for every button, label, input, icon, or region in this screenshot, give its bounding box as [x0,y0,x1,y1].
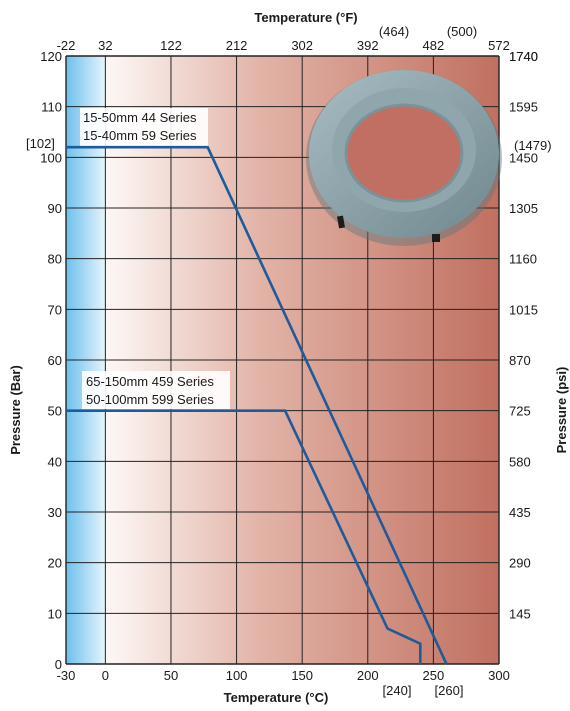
series-label-box-2 [82,371,230,409]
top-tick-label: -22 [57,38,76,53]
series-line-459-599 [66,409,422,664]
valve-seat-ring-photo [306,70,502,246]
series-label-44: 15-50mm 44 Series [83,110,197,125]
y-tick-label: 50 [48,404,62,419]
y-tick-label: 0 [55,657,62,672]
series-label-599: 50-100mm 599 Series [86,392,214,407]
right-tick-label: 1160 [509,252,537,267]
y-tick-label: 60 [48,353,62,368]
top-axis-title: Temperature (°F) [254,10,357,25]
right-tick-label: 435 [509,505,531,520]
x-tick-label: 50 [164,668,178,683]
annotation-f-500: (500) [447,24,477,39]
series-label-59: 15-40mm 59 Series [83,128,197,143]
right-tick-label: 290 [509,556,531,571]
x-tick-label: 100 [226,668,248,683]
right-tick-label: 1595 [509,100,538,115]
annotation-c-260: [260] [435,683,464,698]
y-axis-title: Pressure (Bar) [8,365,23,455]
annotation-f-464: (464) [379,24,409,39]
top-tick-label: 482 [423,38,445,53]
y-tick-label: 70 [48,302,62,317]
x-tick-label: 300 [488,668,510,683]
right-tick-label: 1740 [509,49,538,64]
annotation-psi-1479: (1479) [514,138,552,153]
y-tick-label: 90 [48,201,62,216]
top-tick-label: 302 [291,38,313,53]
x-tick-label: 200 [357,668,379,683]
y-tick-label: 30 [48,505,62,520]
right-tick-label: 1015 [509,302,538,317]
x-tick-label: -30 [57,668,76,683]
annotation-y-102: [102] [26,136,55,151]
y-tick-label: 80 [48,252,62,267]
right-tick-label: 870 [509,353,531,368]
top-tick-label: 212 [226,38,248,53]
series-label-box-1 [80,108,208,146]
x-tick-label: 150 [291,668,313,683]
y-tick-label: 120 [40,49,62,64]
right-tick-label: 1740 [509,49,538,64]
x-axis-title: Temperature (°C) [224,690,329,705]
series-line-44-59 [66,145,448,665]
x-tick-label: 250 [423,668,445,683]
top-tick-label: 122 [160,38,182,53]
top-tick-label: 32 [98,38,112,53]
y-tick-label: 10 [48,606,62,621]
right-tick-label: 725 [509,404,531,419]
y-tick-label: 110 [41,100,62,115]
annotation-c-240: [240] [383,683,412,698]
top-tick-label: 572 [488,38,510,53]
y-tick-label: 100 [40,150,62,165]
top-tick-label: 392 [357,38,379,53]
right-tick-label: 1450 [509,150,538,165]
x-tick-label: 0 [102,668,109,683]
series-label-459: 65-150mm 459 Series [86,374,214,389]
y-tick-label: 40 [48,454,62,469]
right-tick-label: 145 [509,606,531,621]
right-tick-label: 1305 [509,201,538,216]
right-tick-label: 580 [509,454,531,469]
y-tick-label: 20 [48,556,62,571]
right-axis-title: Pressure (psi) [554,367,569,454]
